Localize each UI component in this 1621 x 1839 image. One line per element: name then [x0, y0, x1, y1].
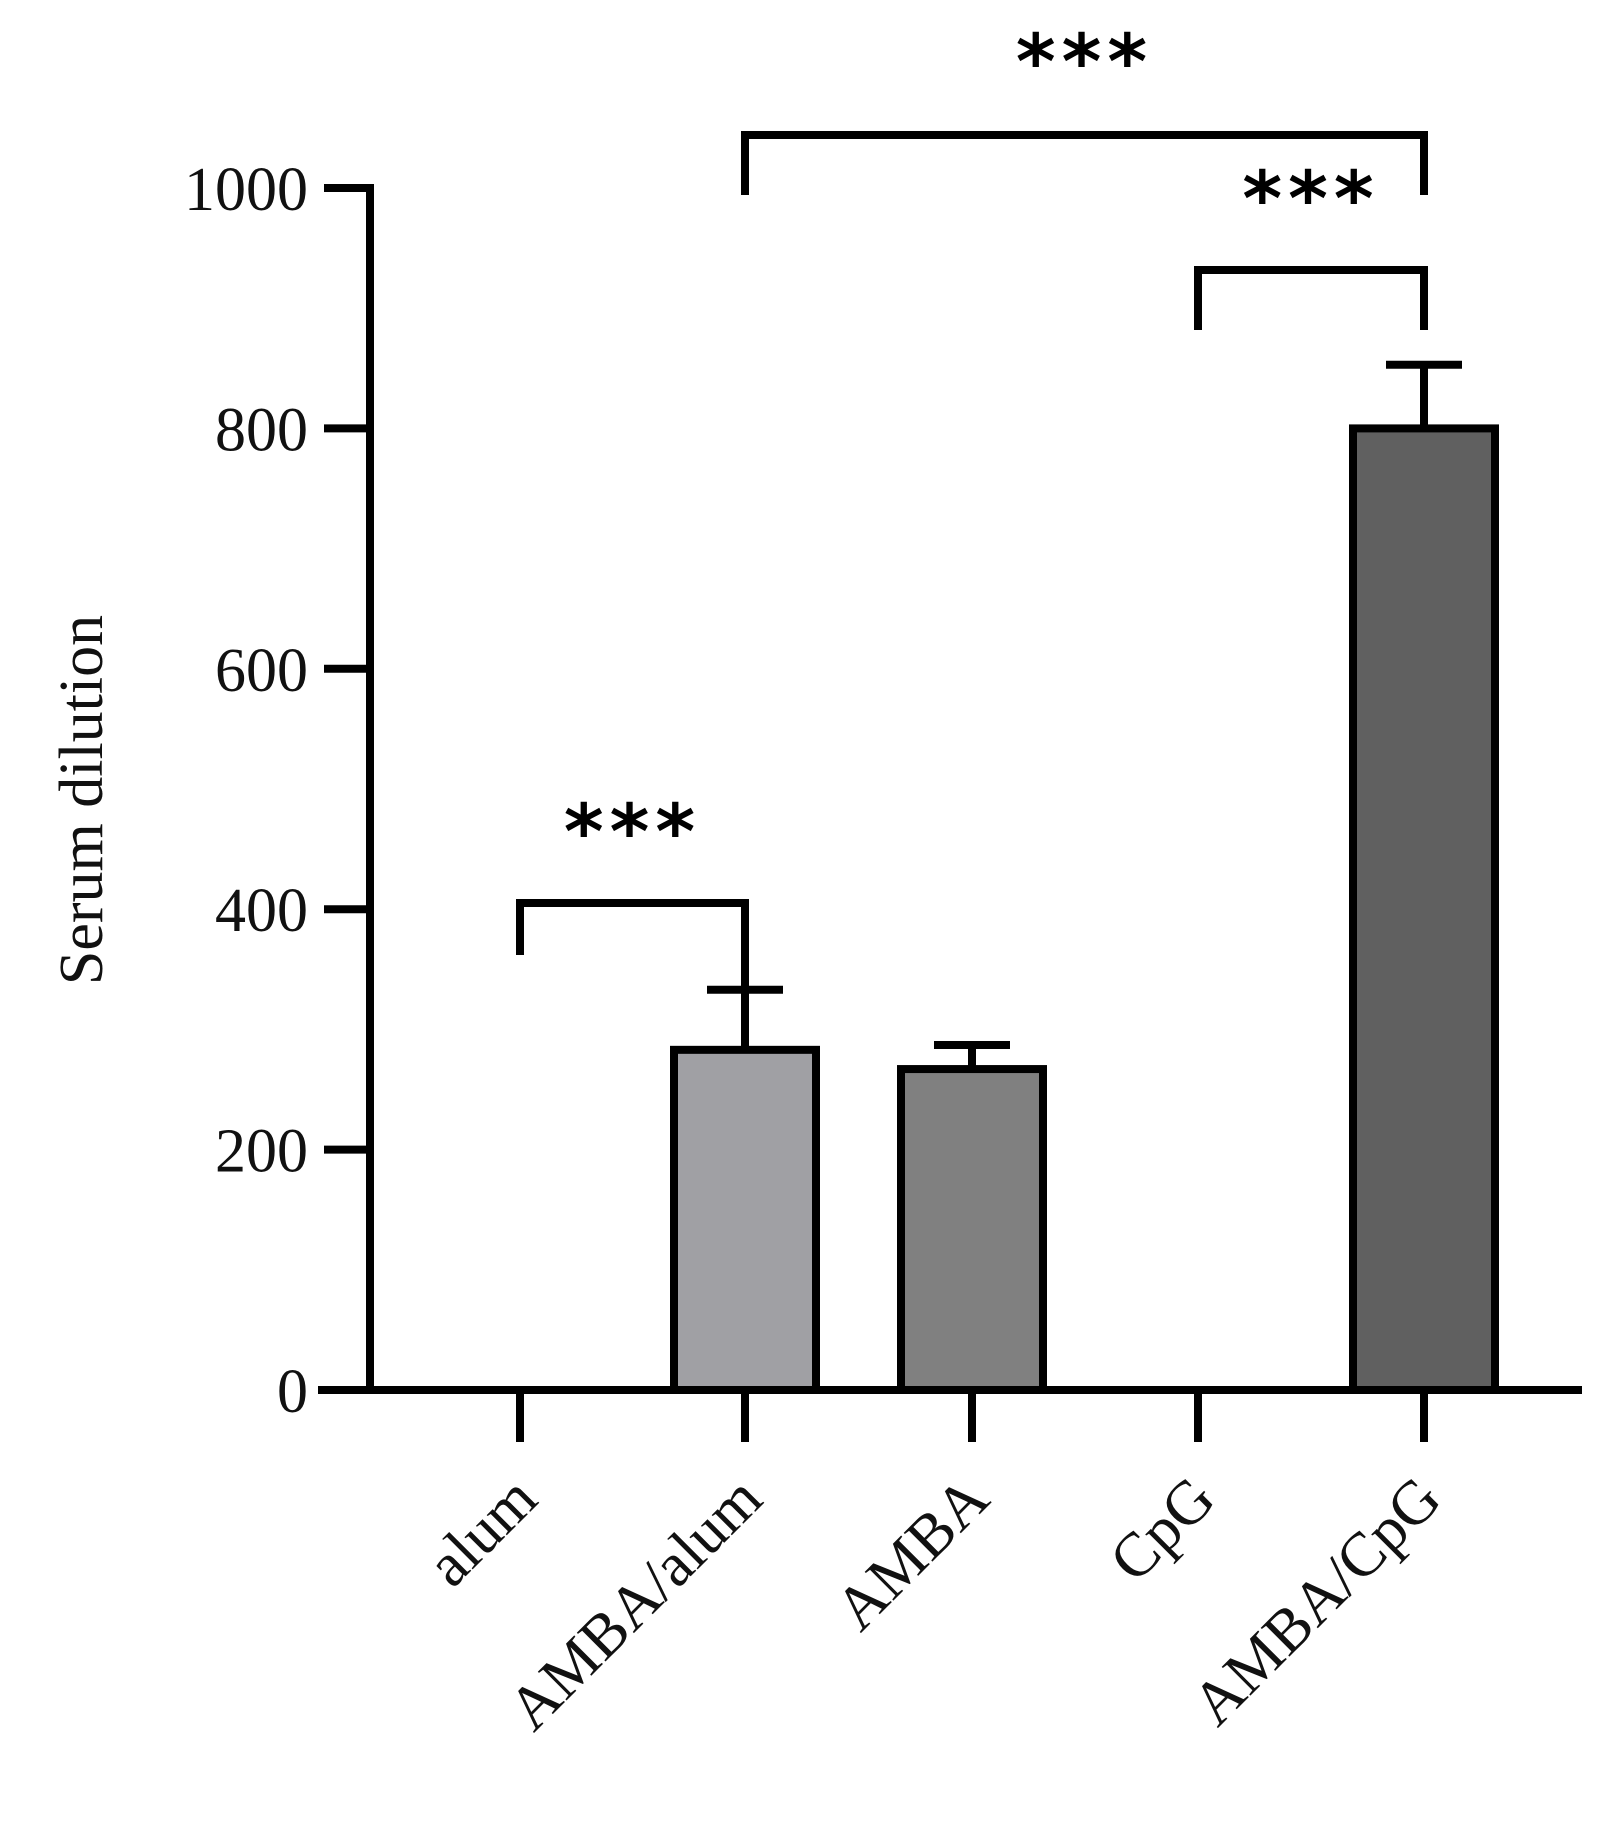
bar-amba — [897, 1065, 1047, 1395]
y-tick-label: 600 — [215, 637, 308, 705]
significance-label: *** — [564, 787, 701, 876]
significance-bracket — [1194, 266, 1428, 330]
bar-amba-alum — [670, 1045, 820, 1394]
bar-amba-cpg — [1349, 424, 1499, 1394]
y-tick-label: 1000 — [184, 156, 308, 224]
significance-label: *** — [1016, 17, 1153, 106]
y-tick-label: 0 — [277, 1358, 308, 1426]
y-tick-label: 800 — [215, 396, 308, 464]
x-tick-label: CpG — [1097, 1464, 1228, 1595]
y-axis-label: Serum dilution — [48, 615, 116, 985]
significance-annotations: *** *** *** — [516, 17, 1428, 1045]
significance-bracket — [516, 899, 749, 1045]
significance-bracket — [741, 131, 1428, 195]
y-tick-label: 200 — [215, 1118, 308, 1186]
x-tick-label: AMBA — [822, 1464, 1002, 1644]
significance-label: *** — [1242, 154, 1379, 243]
y-tick-label: 400 — [215, 877, 308, 945]
y-axis: 0 200 400 600 800 1000 — [184, 156, 374, 1426]
bars — [670, 360, 1499, 1395]
x-tick-label: alum — [414, 1464, 550, 1600]
